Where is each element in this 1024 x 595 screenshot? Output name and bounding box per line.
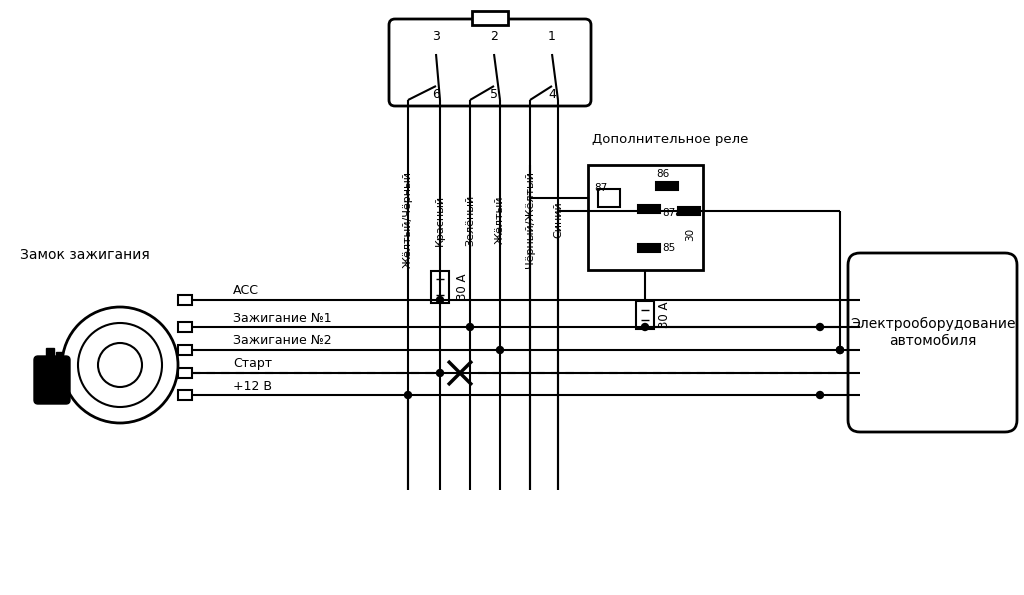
Bar <box>178 390 193 400</box>
Text: 87a: 87a <box>662 208 682 218</box>
Text: Старт: Старт <box>233 358 272 371</box>
Text: АСС: АСС <box>233 284 259 298</box>
Text: Жёлтый: Жёлтый <box>495 196 505 245</box>
Circle shape <box>62 307 178 423</box>
Text: 1: 1 <box>548 30 556 42</box>
Bar <box>656 182 678 190</box>
Text: Чёрный/Жёлтый: Чёрный/Жёлтый <box>525 171 535 268</box>
FancyBboxPatch shape <box>848 253 1017 432</box>
Bar <box>598 189 620 207</box>
Bar <box>56 352 62 360</box>
Text: 30: 30 <box>685 228 695 241</box>
Circle shape <box>436 296 443 303</box>
Text: 4: 4 <box>548 87 556 101</box>
Text: 85: 85 <box>662 243 675 253</box>
Circle shape <box>78 323 162 407</box>
Text: Синий: Синий <box>553 202 563 239</box>
Text: Замок зажигания: Замок зажигания <box>20 248 150 262</box>
Bar <box>178 345 193 355</box>
Bar <box>638 205 660 213</box>
Bar <box>534 75 571 86</box>
Circle shape <box>816 324 823 330</box>
FancyBboxPatch shape <box>389 19 591 106</box>
Text: 3: 3 <box>432 30 440 42</box>
Text: Электрооборудование
автомобиля: Электрооборудование автомобиля <box>850 317 1015 347</box>
Text: Красный: Красный <box>435 195 445 246</box>
Bar <box>636 301 654 329</box>
Bar <box>475 75 513 86</box>
Circle shape <box>404 392 412 399</box>
Text: Зажигание №1: Зажигание №1 <box>233 312 332 324</box>
Circle shape <box>641 324 648 330</box>
Text: Зажигание №2: Зажигание №2 <box>233 334 332 347</box>
Text: 5: 5 <box>490 87 498 101</box>
Text: +12 В: +12 В <box>233 380 272 393</box>
Text: 87: 87 <box>594 183 607 193</box>
Text: 30 А: 30 А <box>456 274 469 300</box>
Bar <box>178 368 193 378</box>
Bar <box>534 43 571 54</box>
Text: 2: 2 <box>490 30 498 42</box>
Bar <box>417 75 455 86</box>
Text: 6: 6 <box>432 87 440 101</box>
Circle shape <box>837 346 844 353</box>
Text: 86: 86 <box>656 169 670 179</box>
Text: Дополнительное реле: Дополнительное реле <box>592 133 749 146</box>
Circle shape <box>497 346 504 353</box>
Bar <box>678 207 700 215</box>
Circle shape <box>467 324 473 330</box>
Bar <box>178 295 193 305</box>
Text: 30 А: 30 А <box>658 302 672 328</box>
Circle shape <box>98 343 142 387</box>
Text: Жёлтый/Чёрный: Жёлтый/Чёрный <box>403 171 413 268</box>
Bar <box>46 348 54 360</box>
Text: Зелёный: Зелёный <box>465 195 475 246</box>
Bar <box>475 43 513 54</box>
FancyBboxPatch shape <box>34 356 70 404</box>
Bar <box>588 165 703 270</box>
Bar <box>417 43 455 54</box>
Bar <box>638 244 660 252</box>
Circle shape <box>436 369 443 377</box>
Circle shape <box>816 392 823 399</box>
Bar <box>472 11 508 25</box>
Bar <box>178 322 193 332</box>
Circle shape <box>837 346 844 353</box>
Bar <box>431 271 449 303</box>
